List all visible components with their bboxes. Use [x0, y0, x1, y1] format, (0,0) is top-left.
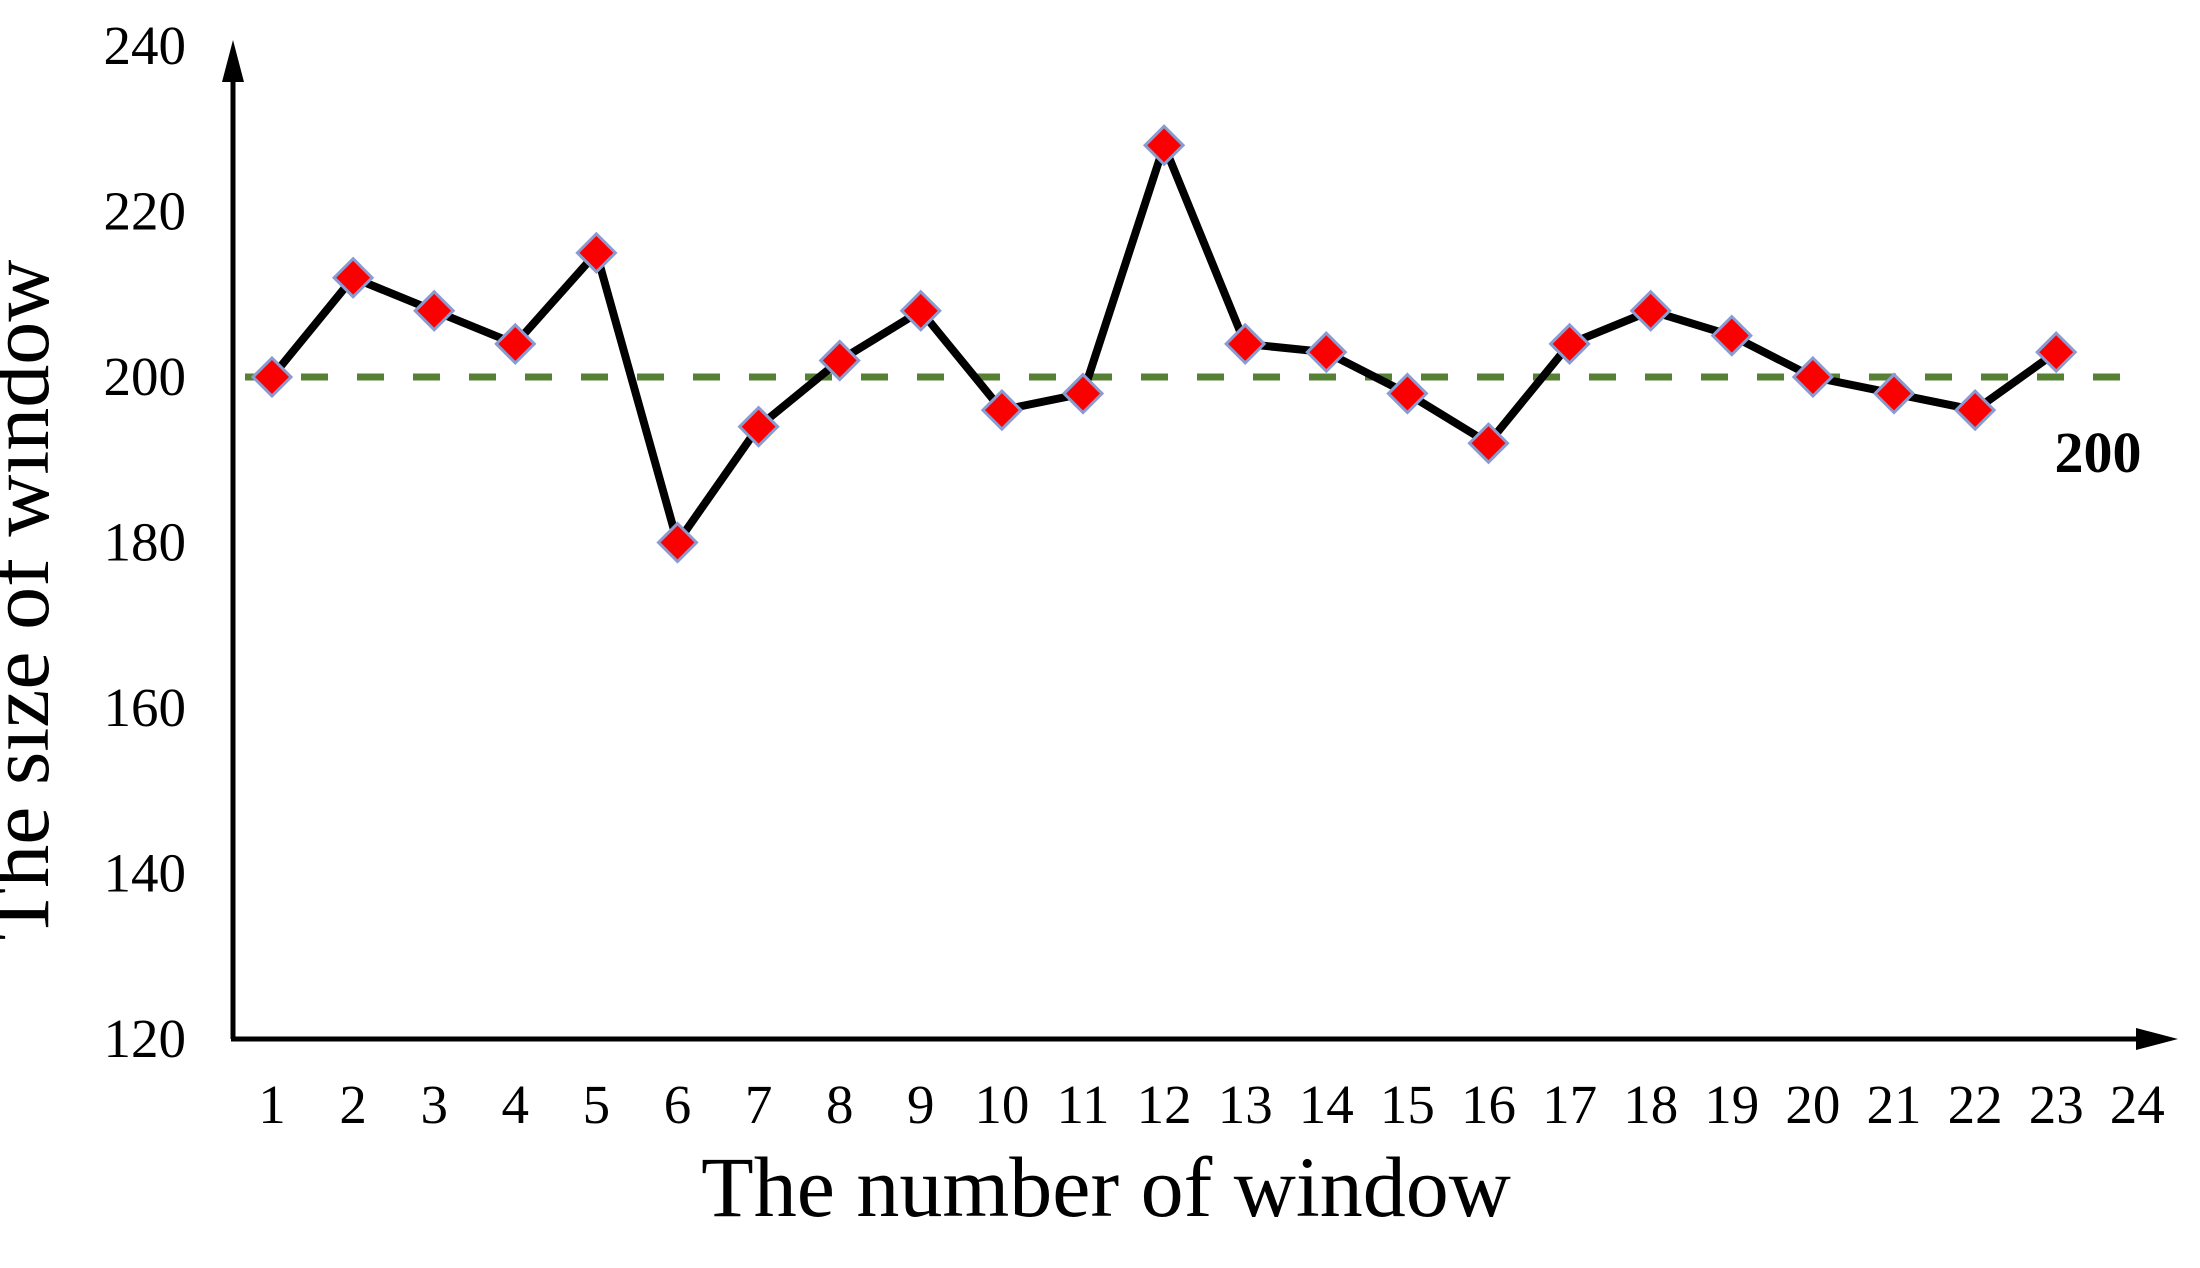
data-series-layer: [250, 124, 2078, 564]
x-tick-label: 1: [258, 1074, 286, 1135]
data-point-marker: [1791, 355, 1835, 399]
y-tick-label: 160: [104, 677, 187, 738]
data-point-marker: [1224, 322, 1267, 366]
data-point-marker: [1386, 372, 1429, 415]
y-tick-label: 220: [104, 181, 187, 242]
x-tick-label: 12: [1137, 1074, 1192, 1135]
x-axis-arrowhead: [2136, 1028, 2178, 1050]
data-point-marker: [1142, 124, 1186, 167]
x-tick-label: 13: [1218, 1074, 1273, 1135]
x-tick-label: 6: [664, 1074, 692, 1135]
x-tick-label: 16: [1461, 1074, 1516, 1135]
data-point-marker: [1548, 322, 1591, 366]
data-point-marker: [494, 322, 537, 366]
x-tick-label: 4: [502, 1074, 530, 1135]
data-point-marker: [331, 256, 375, 299]
y-tick-label: 200: [104, 346, 187, 407]
data-point-marker: [1710, 314, 1753, 357]
x-tick-label: 15: [1380, 1074, 1435, 1135]
data-point-marker: [980, 388, 1024, 432]
reference-line-value-label: 200: [2055, 420, 2142, 485]
y-axis-arrowhead: [222, 40, 244, 82]
x-tick-label: 18: [1623, 1074, 1678, 1135]
x-tick-label: 8: [826, 1074, 854, 1135]
y-axis-title: The size of window: [0, 260, 67, 941]
data-point-marker: [250, 355, 294, 399]
x-tick-label: 7: [745, 1074, 773, 1135]
x-tick-label: 24: [2110, 1074, 2165, 1135]
data-point-marker: [737, 405, 780, 448]
y-tick-label: 180: [104, 512, 187, 573]
data-point-marker: [1305, 331, 1348, 374]
x-tick-label: 17: [1542, 1074, 1597, 1135]
x-tick-label: 21: [1867, 1074, 1922, 1135]
axes-layer: [222, 40, 2178, 1050]
x-tick-label: 23: [2029, 1074, 2084, 1135]
data-point-marker: [1061, 372, 1105, 415]
x-tick-label: 5: [583, 1074, 611, 1135]
x-tick-label: 19: [1704, 1074, 1759, 1135]
x-tick-label: 22: [1948, 1074, 2003, 1135]
data-point-marker: [1467, 422, 1510, 465]
data-point-marker: [575, 231, 618, 274]
x-tick-label: 11: [1057, 1074, 1110, 1135]
x-axis-title: The number of window: [701, 1139, 1511, 1235]
data-point-marker: [1872, 372, 1916, 415]
x-tick-label: 20: [1785, 1074, 1840, 1135]
x-tick-label: 2: [339, 1074, 367, 1135]
data-point-marker: [899, 289, 942, 332]
y-tick-label: 120: [104, 1008, 187, 1069]
data-point-marker: [2035, 331, 2078, 374]
y-tick-label: 140: [104, 843, 187, 904]
x-tick-label: 10: [974, 1074, 1029, 1135]
x-tick-label: 14: [1299, 1074, 1354, 1135]
data-point-marker: [1953, 388, 1997, 432]
data-point-marker: [656, 521, 699, 564]
x-tick-label: 3: [420, 1074, 448, 1135]
x-tick-label: 9: [907, 1074, 935, 1135]
y-tick-label: 240: [104, 15, 187, 76]
data-point-marker: [818, 339, 861, 382]
data-point-marker: [1629, 289, 1672, 332]
data-point-marker: [413, 289, 456, 332]
data-line: [268, 133, 2061, 552]
